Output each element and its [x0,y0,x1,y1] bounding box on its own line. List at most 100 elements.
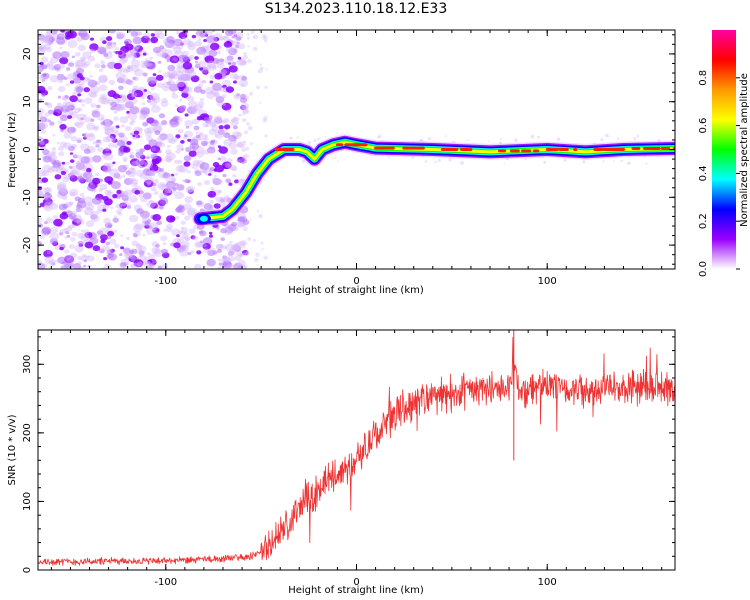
noise-speckle [51,147,57,151]
noise-speckle [172,116,179,122]
noise-speckle [187,96,195,102]
noise-speckle [167,144,171,148]
noise-speckle [253,46,258,51]
frequency-track [192,134,675,227]
noise-speckle [138,250,145,256]
noise-speckle [71,55,75,59]
noise-speckle [41,193,49,200]
noise-speckle [181,240,190,247]
noise-speckle [79,56,86,62]
noise-speckle [81,103,85,107]
noise-speckle [206,258,216,267]
noise-speckle [213,37,220,42]
noise-speckle [96,209,102,214]
noise-speckle [182,61,193,70]
noise-speckle [240,105,247,110]
noise-speckle [63,174,70,180]
noise-speckle [123,159,127,162]
noise-speckle [44,192,50,196]
noise-speckle [103,152,114,161]
noise-speckle [217,248,222,253]
noise-speckle [102,245,110,252]
noise-speckle [197,101,205,107]
noise-speckle [53,259,58,263]
noise-speckle [152,155,162,164]
noise-speckle [219,37,224,41]
noise-speckle [245,250,249,254]
noise-speckle [59,46,63,50]
noise-speckle [166,36,175,43]
noise-speckle [38,32,42,39]
noise-speckle [183,161,191,167]
noise-speckle [154,30,163,35]
noise-speckle [70,237,76,242]
noise-speckle [225,46,234,53]
noise-speckle [228,65,238,73]
noise-speckle [104,222,113,229]
noise-speckle [62,195,68,201]
noise-speckle [47,86,53,91]
noise-speckle [124,101,134,109]
noise-speckle [214,131,224,139]
noise-speckle [117,211,123,216]
noise-speckle [58,63,66,69]
noise-speckle [183,68,189,74]
noise-speckle [178,74,187,82]
noise-speckle [214,117,223,124]
noise-speckle [63,249,70,254]
noise-speckle [126,93,136,101]
noise-speckle [151,97,155,101]
noise-speckle [445,135,447,138]
noise-speckle [83,114,87,117]
noise-speckle [133,234,138,238]
noise-speckle [188,228,196,234]
noise-speckle [42,149,50,155]
noise-speckle [157,60,162,64]
noise-speckle [142,32,151,39]
noise-speckle [149,76,155,81]
noise-speckle [262,118,267,123]
noise-speckle [124,251,130,255]
noise-speckle [162,85,170,92]
noise-speckle [41,177,49,183]
noise-speckle [210,139,216,144]
noise-speckle [52,111,58,116]
noise-speckle [38,108,45,115]
noise-speckle [225,243,235,252]
noise-speckle [93,126,99,132]
noise-speckle [177,204,185,210]
noise-speckle [83,133,88,137]
noise-speckle [67,40,78,48]
noise-speckle [38,189,44,198]
noise-speckle [130,52,135,56]
noise-speckle [231,36,235,39]
noise-speckle [100,117,105,121]
noise-speckle [151,105,161,113]
noise-speckle [239,93,247,100]
noise-speckle [172,238,180,244]
noise-speckle [42,155,52,163]
noise-speckle [234,179,239,184]
noise-speckle [183,203,192,211]
noise-speckle [119,67,126,73]
noise-speckle [214,73,223,80]
noise-speckle [488,140,490,143]
noise-speckle [252,35,256,39]
noise-speckle [206,35,216,44]
noise-speckle [194,60,198,64]
noise-speckle [113,116,119,121]
noise-speckle [69,252,78,259]
colorbar-tick-label: 0.6 [698,118,709,134]
noise-speckle [188,54,195,60]
noise-speckle [126,50,137,58]
noise-speckle [66,109,74,116]
noise-speckle [39,122,48,129]
noise-speckle [101,153,108,159]
noise-speckle [645,162,648,165]
noise-speckle [126,110,130,114]
noise-speckle [245,252,249,257]
noise-speckle [94,172,100,177]
snr-axes: -100 0 100 0 100 200 300 [22,330,675,588]
snr-x-axis-label: Height of straight line (km) [288,585,424,596]
noise-speckle [139,148,145,153]
